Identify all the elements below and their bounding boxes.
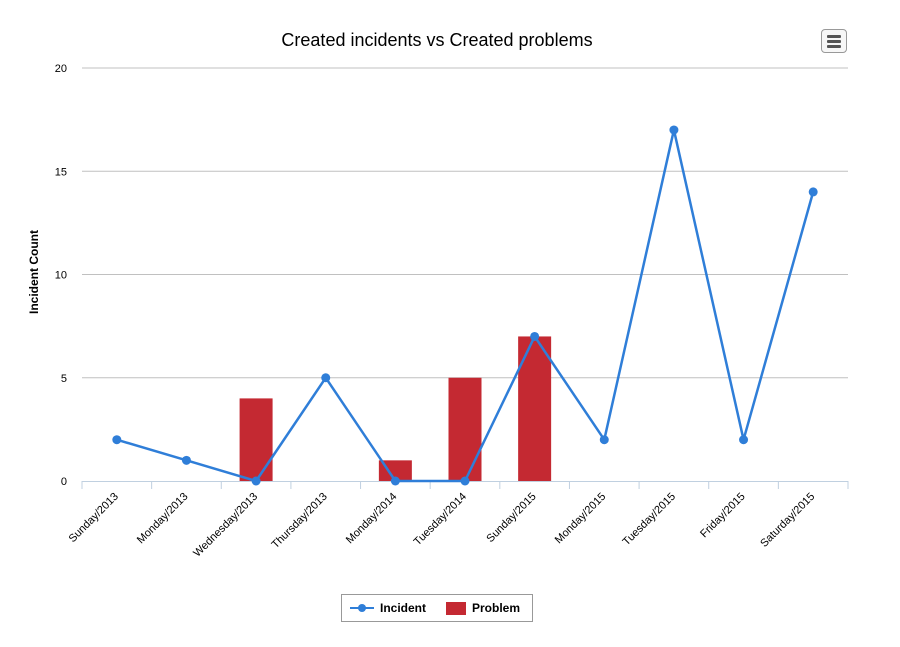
x-tick-label: Tuesday/2014	[412, 491, 469, 548]
incident-point	[112, 435, 122, 445]
incident-point	[530, 331, 540, 341]
legend-label-problem: Problem	[472, 601, 521, 615]
x-tick-label: Saturday/2015	[758, 491, 817, 550]
legend: Incident Problem	[341, 594, 533, 622]
incident-line	[112, 125, 818, 486]
hamburger-menu-icon-bar	[827, 40, 841, 43]
x-tick-label: Sunday/2015	[484, 491, 538, 545]
y-tick-label: 15	[55, 166, 67, 178]
y-tick-label: 20	[55, 63, 67, 75]
y-tick-label: 0	[61, 476, 67, 488]
x-tick-label: Friday/2015	[698, 491, 748, 541]
chart-title: Created incidents vs Created problems	[281, 30, 593, 50]
incident-point	[739, 435, 749, 445]
incident-point	[599, 435, 609, 445]
x-tick-label: Monday/2013	[135, 491, 191, 547]
hamburger-menu-icon	[827, 35, 841, 38]
incident-point	[181, 455, 191, 465]
x-tick-label: Monday/2015	[553, 491, 609, 547]
bar-swatch-icon	[446, 601, 466, 615]
problem-bar	[239, 398, 273, 481]
legend-item-problem[interactable]: Problem	[446, 595, 520, 621]
line-marker-icon	[350, 603, 374, 613]
legend-label-incident: Incident	[380, 601, 427, 615]
x-tick-label: Monday/2014	[344, 491, 400, 547]
y-tick-label: 10	[55, 270, 67, 282]
chart-context-menu-button[interactable]	[821, 29, 847, 53]
x-tick-label: Thursday/2013	[269, 491, 329, 551]
y-tick-label: 5	[61, 373, 67, 385]
incident-point	[251, 476, 261, 486]
legend-line-dot	[358, 604, 366, 612]
x-tick-label: Sunday/2013	[67, 491, 121, 545]
tick-labels: 0 5 10 15 20 Sunday/2013 Monday/2013 Wednesday/…	[55, 63, 818, 560]
incident-point	[460, 476, 470, 486]
problem-bars	[239, 336, 552, 481]
x-tick-label: Wednesday/2013	[191, 491, 260, 560]
incident-point	[808, 187, 818, 197]
hamburger-menu-icon-bar	[827, 45, 841, 48]
incident-point	[390, 476, 400, 486]
legend-item-incident[interactable]: Incident	[350, 595, 426, 621]
x-tick-label: Tuesday/2015	[621, 491, 678, 548]
incident-point	[321, 373, 331, 383]
grid-lines	[82, 67, 848, 379]
problem-bar	[448, 377, 482, 481]
problem-bar	[378, 460, 412, 481]
incident-point	[669, 125, 679, 135]
